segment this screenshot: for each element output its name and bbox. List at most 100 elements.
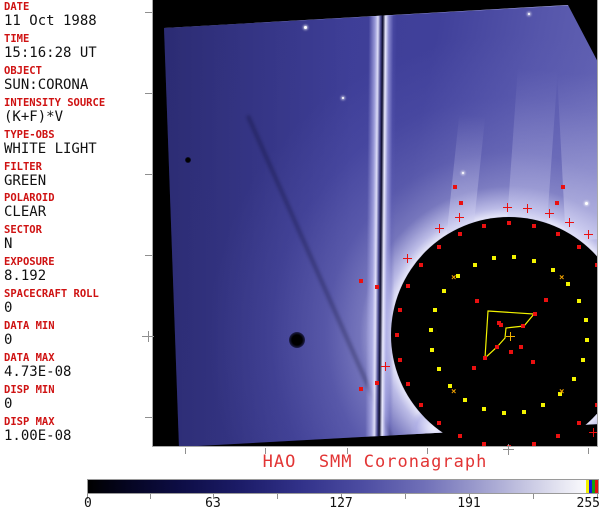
spoke-dot <box>358 278 363 283</box>
field-label: DATE <box>4 1 30 13</box>
field-value: 4.73E-08 <box>4 363 72 380</box>
spoke-dot <box>358 387 363 392</box>
spoke-dot <box>459 201 464 206</box>
metadata-field: EXPOSURE 8.192 <box>4 256 150 285</box>
radial-plus-mark <box>587 230 589 240</box>
circle-dot <box>594 402 597 407</box>
circle-dot <box>565 281 570 286</box>
circle-dot <box>532 259 537 264</box>
spoke-dot <box>561 184 566 189</box>
field-label: SECTOR <box>4 224 42 237</box>
circle-dot <box>501 410 506 415</box>
inner-dot <box>531 360 535 364</box>
star-spot <box>462 172 464 174</box>
inner-dot <box>495 345 499 349</box>
field-label: DATA MIN <box>4 320 55 332</box>
inner-dot <box>521 324 525 328</box>
inner-dot <box>499 323 503 327</box>
axis-tick-left <box>145 255 152 256</box>
radial-plus-mark <box>526 204 528 214</box>
circle-dot <box>436 367 441 372</box>
star-spot <box>304 26 307 29</box>
colorbar-label: 0 <box>84 496 92 511</box>
circle-dot <box>550 268 555 273</box>
field-label: FILTER <box>4 160 42 173</box>
x-mark: × <box>451 273 457 283</box>
feature-polygon <box>484 310 536 360</box>
circle-dot <box>492 256 497 261</box>
metadata-field: TIME 15:16:28 UT <box>4 33 150 61</box>
axis-tick-left <box>145 93 152 94</box>
field-value: SUN:CORONA <box>4 76 89 93</box>
circle-dot <box>584 338 589 343</box>
colorbar-tick <box>341 494 342 499</box>
field-value: (K+F)*V <box>4 108 64 125</box>
circle-dot <box>463 397 468 402</box>
field-label: SPACECRAFT ROLL <box>4 288 99 301</box>
x-mark: × <box>451 387 457 397</box>
radial-plus-mark <box>592 427 594 437</box>
metadata-field: SPACECRAFT ROLL 0 <box>4 288 150 317</box>
dark-spot <box>185 157 191 163</box>
field-label: OBJECT <box>4 64 42 77</box>
circle-dot <box>521 409 526 414</box>
x-mark: × <box>559 273 565 283</box>
colorbar-label: 255 <box>576 496 600 511</box>
metadata-field: OBJECT SUN:CORONA <box>4 64 150 93</box>
circle-dot <box>576 420 581 425</box>
circle-dot <box>583 318 588 323</box>
colorbar-tick <box>277 494 278 499</box>
colorbar-tick <box>405 494 406 499</box>
inner-dot <box>475 299 479 303</box>
circle-dot <box>395 333 399 337</box>
metadata-field: INTENSITY SOURCE (K+F)*V <box>4 96 150 125</box>
radial-plus-mark <box>506 203 508 213</box>
circle-dot <box>429 327 434 332</box>
x-mark: × <box>559 387 565 397</box>
field-label: POLAROID <box>4 192 55 205</box>
circle-dot <box>507 221 511 225</box>
field-label: EXPOSURE <box>4 256 55 269</box>
axis-tick-bottom <box>588 448 589 454</box>
inner-dot <box>497 321 501 325</box>
radial-plus-mark <box>458 213 460 223</box>
axis-tick-left <box>145 417 152 418</box>
sun-center-mark <box>510 332 511 341</box>
circle-dot <box>541 403 546 408</box>
colorbar-end-stripe <box>592 480 595 493</box>
field-value: CLEAR <box>4 204 47 221</box>
colorbar-label: 191 <box>457 496 481 511</box>
field-value: 11 Oct 1988 <box>4 13 97 29</box>
circle-dot <box>577 298 582 303</box>
circle-dot <box>406 284 411 289</box>
circle-dot <box>430 347 435 352</box>
colorbar-tick <box>87 494 88 499</box>
colorbar-tick <box>469 494 470 499</box>
circle-dot <box>481 406 486 411</box>
field-label: INTENSITY SOURCE <box>4 96 106 109</box>
axis-plus-bottom <box>508 444 509 455</box>
field-label: DATA MAX <box>4 351 55 364</box>
inner-dot <box>483 356 487 360</box>
axis-tick-bottom <box>265 448 266 454</box>
inner-dot <box>472 366 476 370</box>
circle-dot <box>531 442 536 446</box>
star-spot <box>585 202 588 205</box>
spoke-dot <box>452 184 457 189</box>
field-value: GREEN <box>4 172 47 189</box>
intensity-colorbar <box>87 479 599 494</box>
metadata-field: SECTOR N <box>4 224 150 253</box>
colorbar-label: 127 <box>329 496 353 511</box>
radial-plus-mark <box>548 209 550 219</box>
axis-plus-left <box>148 331 149 342</box>
circle-dot <box>437 245 442 250</box>
colorbar-end-stripe <box>589 480 592 493</box>
circle-dot <box>512 255 517 260</box>
circle-dot <box>555 232 560 237</box>
circle-dot <box>397 308 402 313</box>
circle-dot <box>482 223 487 228</box>
circle-dot <box>576 245 581 250</box>
circle-dot <box>442 289 447 294</box>
colorbar-tick <box>213 494 214 499</box>
field-label: DISP MIN <box>4 383 55 396</box>
